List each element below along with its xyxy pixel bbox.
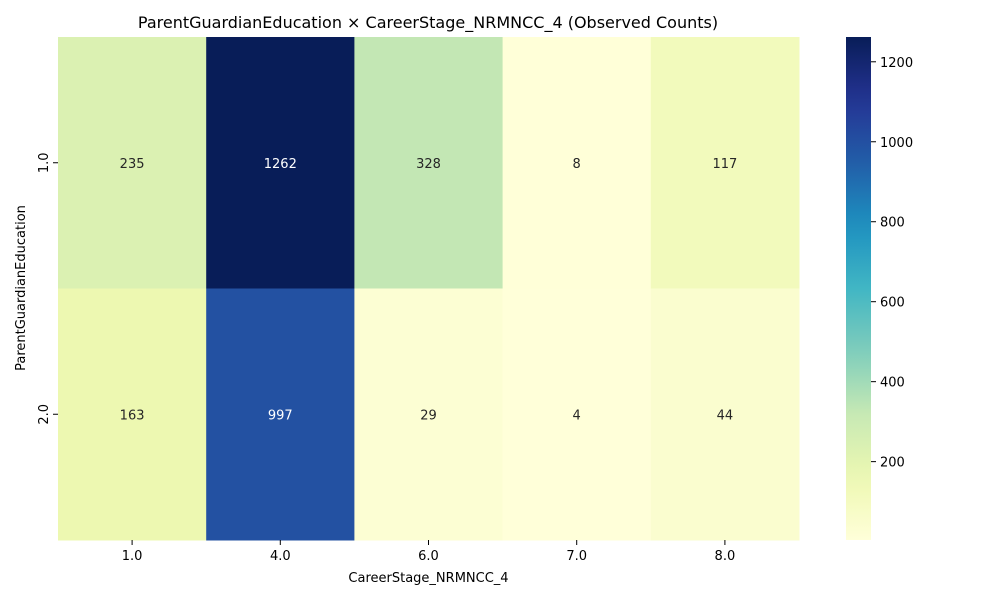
- heatmap-cell: [354, 37, 504, 289]
- cell-value-label: 328: [416, 157, 441, 172]
- cell-value-label: 44: [717, 408, 734, 423]
- heatmap-cell: [502, 37, 652, 289]
- heatmap-cell: [58, 37, 207, 289]
- heatmap-cell: [58, 288, 207, 541]
- colorbar-tick-label: 1000: [880, 136, 913, 151]
- cell-value-label: 117: [712, 157, 737, 172]
- cell-value-label: 8: [573, 157, 581, 172]
- x-tick-label: 8.0: [715, 549, 736, 564]
- cell-value-label: 163: [120, 408, 145, 423]
- colorbar: 200 400 600 800 1000 1200: [846, 37, 913, 540]
- y-tick-label: 1.0: [37, 152, 52, 173]
- cell-value-label: 29: [420, 408, 437, 423]
- x-tick-label: 7.0: [566, 549, 587, 564]
- heatmap-cell: [206, 288, 355, 541]
- x-tick-label: 4.0: [270, 549, 291, 564]
- chart-title: ParentGuardianEducation × CareerStage_NR…: [138, 13, 718, 33]
- colorbar-tick-label: 600: [880, 296, 905, 311]
- x-tick-label: 6.0: [418, 549, 439, 564]
- x-tick-label: 1.0: [122, 549, 143, 564]
- y-axis: 1.0 2.0: [37, 152, 58, 425]
- heatmap-cell: [650, 37, 800, 289]
- colorbar-gradient: [846, 37, 871, 540]
- heatmap-cell: [206, 37, 355, 289]
- cell-value-label: 4: [573, 408, 581, 423]
- cell-value-label: 235: [120, 157, 145, 172]
- x-axis: 1.0 4.0 6.0 7.0 8.0: [122, 540, 735, 564]
- colorbar-tick-label: 400: [880, 376, 905, 391]
- y-tick-label: 2.0: [37, 404, 52, 425]
- cell-value-label: 997: [268, 408, 293, 423]
- heatmap-cell: [502, 288, 652, 541]
- colorbar-tick-label: 800: [880, 216, 905, 231]
- y-axis-label: ParentGuardianEducation: [14, 205, 29, 371]
- colorbar-tick-label: 200: [880, 456, 905, 471]
- x-axis-label: CareerStage_NRMNCC_4: [348, 571, 508, 586]
- colorbar-tick-label: 1200: [880, 56, 913, 71]
- cell-value-label: 1262: [264, 157, 297, 172]
- heatmap-cell: [650, 288, 800, 541]
- heatmap-cell: [354, 288, 504, 541]
